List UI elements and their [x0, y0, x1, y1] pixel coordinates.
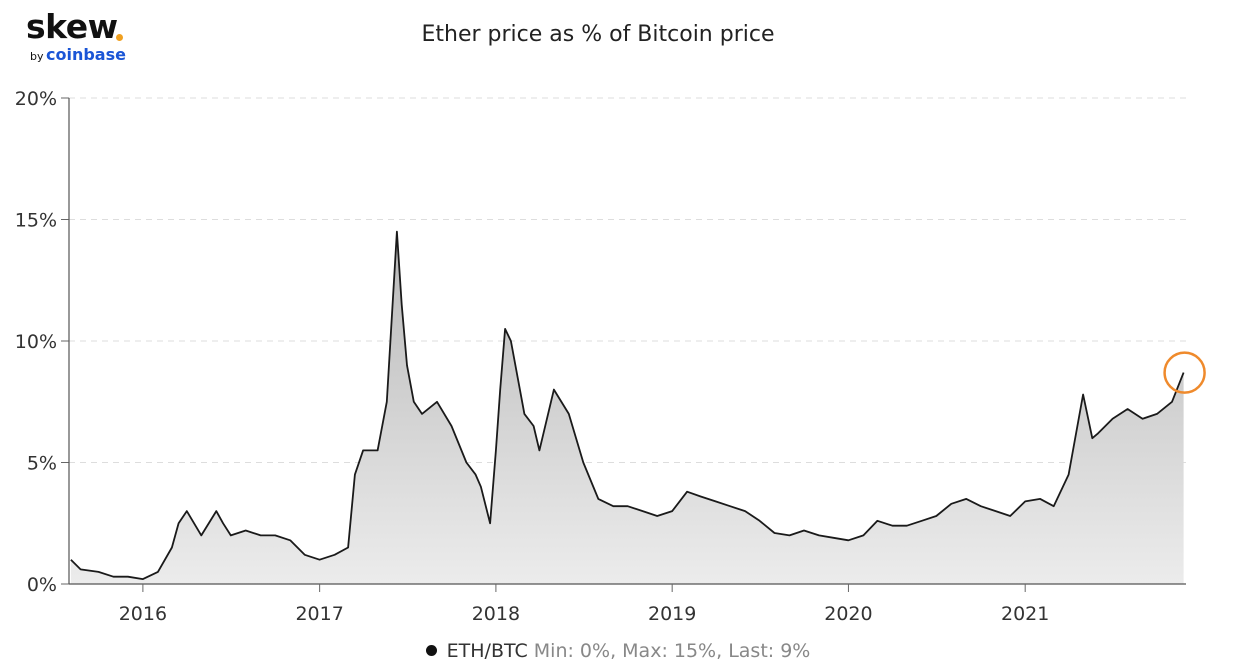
- x-tick-label: 2018: [472, 603, 520, 625]
- x-tick-label: 2016: [119, 603, 167, 625]
- x-tick-label: 2017: [295, 603, 343, 625]
- y-tick-label: 15%: [15, 210, 57, 232]
- y-tick-label: 0%: [27, 574, 57, 596]
- legend-series-stats: Min: 0%, Max: 15%, Last: 9%: [533, 640, 811, 662]
- logo-coinbase-text: coinbase: [46, 45, 126, 64]
- chart-title: Ether price as % of Bitcoin price: [421, 22, 775, 47]
- series-line: [70, 230, 1185, 580]
- y-tick-label: 20%: [15, 88, 57, 110]
- chart-legend[interactable]: ETH/BTC Min: 0%, Max: 15%, Last: 9%: [0, 640, 1236, 662]
- logo-dot-icon: [116, 34, 123, 41]
- y-tick-label: 5%: [27, 453, 57, 475]
- logo-by-text: by: [30, 50, 44, 63]
- logo-wordmark: skew: [26, 7, 118, 46]
- eth-btc-chart: 0% 5% 10% 15% 20% 2016 2017 2018 2019 2020 2021: [15, 88, 1206, 625]
- series-area: [70, 231, 1184, 584]
- x-tick-label: 2019: [648, 603, 696, 625]
- highlight-circle: [1163, 351, 1206, 394]
- legend-marker-icon: [425, 645, 437, 656]
- x-tick-label: 2021: [1001, 603, 1049, 625]
- y-tick-label: 10%: [15, 331, 57, 353]
- x-tick-label: 2020: [824, 603, 872, 625]
- legend-series-name: ETH/BTC: [446, 640, 528, 662]
- skew-logo: skew by coinbase: [26, 8, 146, 68]
